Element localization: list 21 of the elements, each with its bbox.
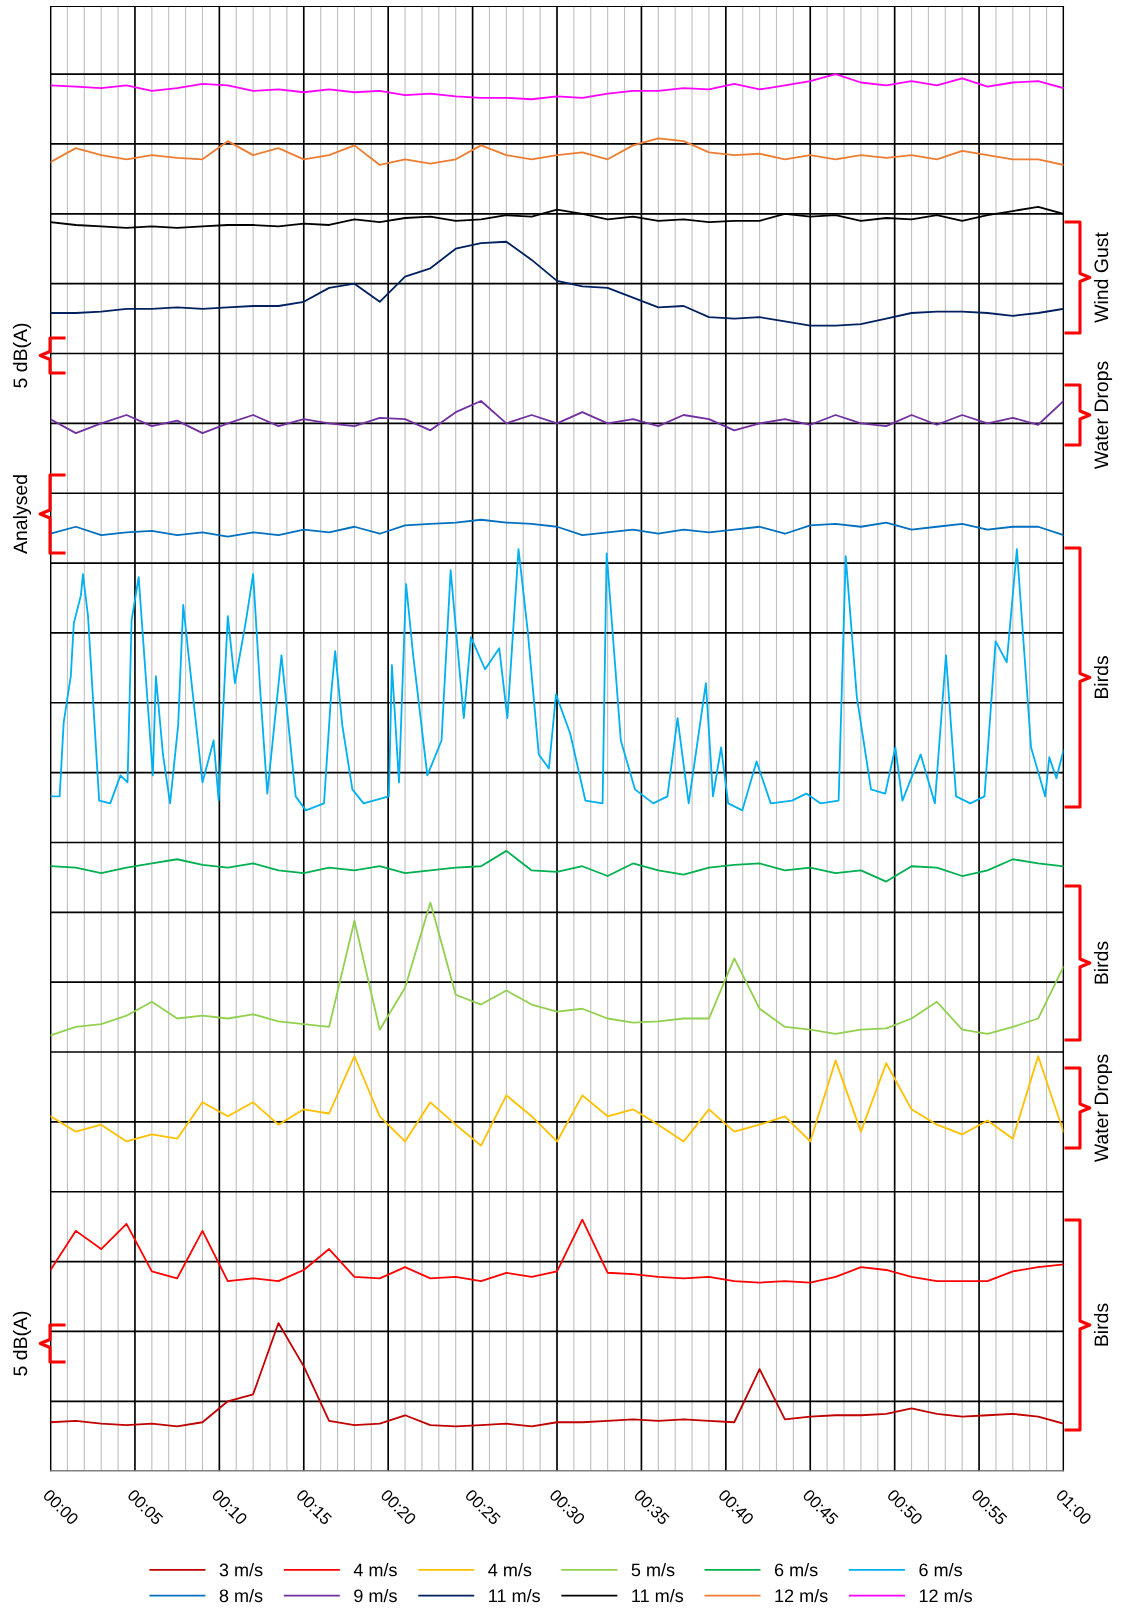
text: Water Drops bbox=[1094, 1054, 1113, 1163]
legend-label: 6 m/s bbox=[919, 1563, 962, 1577]
legend-label: 8 m/s bbox=[219, 1588, 263, 1603]
text: Wind Gust bbox=[1093, 232, 1109, 323]
text: 5 dB(A) bbox=[12, 1311, 32, 1376]
legend-label: 12 m/s bbox=[919, 1588, 973, 1603]
legend-label: 4 m/s bbox=[488, 1563, 532, 1577]
legend-label: 12 m/s bbox=[775, 1588, 828, 1603]
legend-label: 9 m/s bbox=[354, 1588, 397, 1603]
text: Water Drops bbox=[1094, 361, 1113, 470]
legend-label: 5 m/s bbox=[631, 1563, 675, 1577]
legend-label: 11 m/s bbox=[489, 1588, 540, 1603]
legend-label: 6 m/s bbox=[774, 1563, 818, 1577]
text: Analysed bbox=[12, 475, 32, 554]
text: Birds bbox=[1093, 941, 1109, 984]
legend-label: 3 m/s bbox=[219, 1563, 263, 1577]
legend-label: 11 m/s bbox=[632, 1588, 684, 1603]
text: Birds bbox=[1093, 656, 1109, 699]
text: Birds bbox=[1093, 1303, 1109, 1346]
legend-label: 4 m/s bbox=[353, 1563, 397, 1577]
text: 5 dB(A) bbox=[12, 323, 32, 388]
